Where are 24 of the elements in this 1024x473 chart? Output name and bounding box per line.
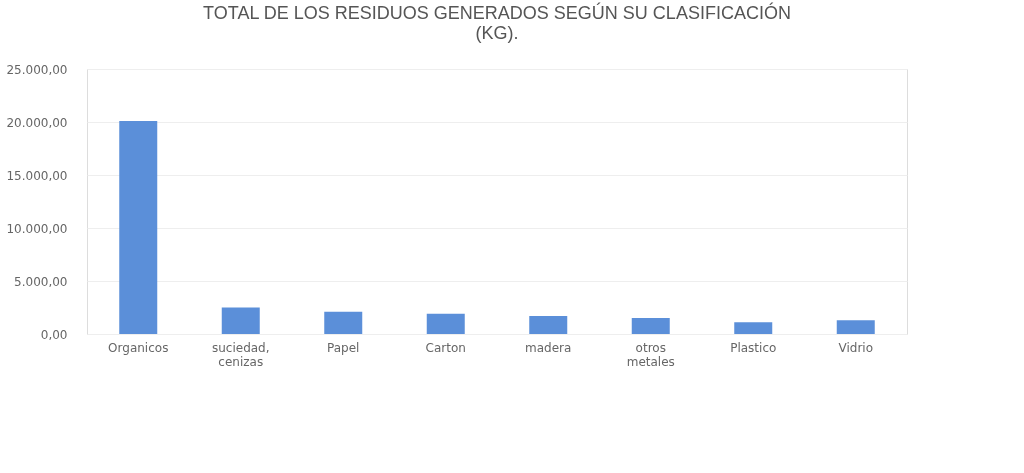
x-tick-label: otros metales [626,340,675,369]
bar [836,320,875,334]
y-tick-label: 20.000,00 [6,115,68,130]
bar [529,315,568,334]
x-tick-label: suciedad, cenizas [211,340,270,369]
x-tick-label: Carton [425,340,466,355]
text: TOTAL DE LOS RESIDUOS GENERADOS SEGÚN SU CLASIFICACIÓN [203,3,791,23]
x-tick-label: Organicos [108,340,169,355]
x-tick-label: madera [525,340,572,355]
x-tick-label: Papel [327,340,360,355]
text: (KG). [475,23,519,43]
y-tick-label: 25.000,00 [6,62,68,77]
y-tick-label: 15.000,00 [6,168,68,183]
bar [631,318,670,334]
bar [426,313,465,334]
bar [221,307,260,334]
y-tick-label: 10.000,00 [6,221,68,236]
y-tick-label: 0,00 [40,327,68,342]
bar [324,311,363,334]
x-tick-label: Vidrio [838,340,874,355]
x-tick-label: Plastico [730,340,777,355]
bar [119,120,158,334]
bar [734,322,773,334]
y-tick-label: 5.000,00 [14,274,68,289]
